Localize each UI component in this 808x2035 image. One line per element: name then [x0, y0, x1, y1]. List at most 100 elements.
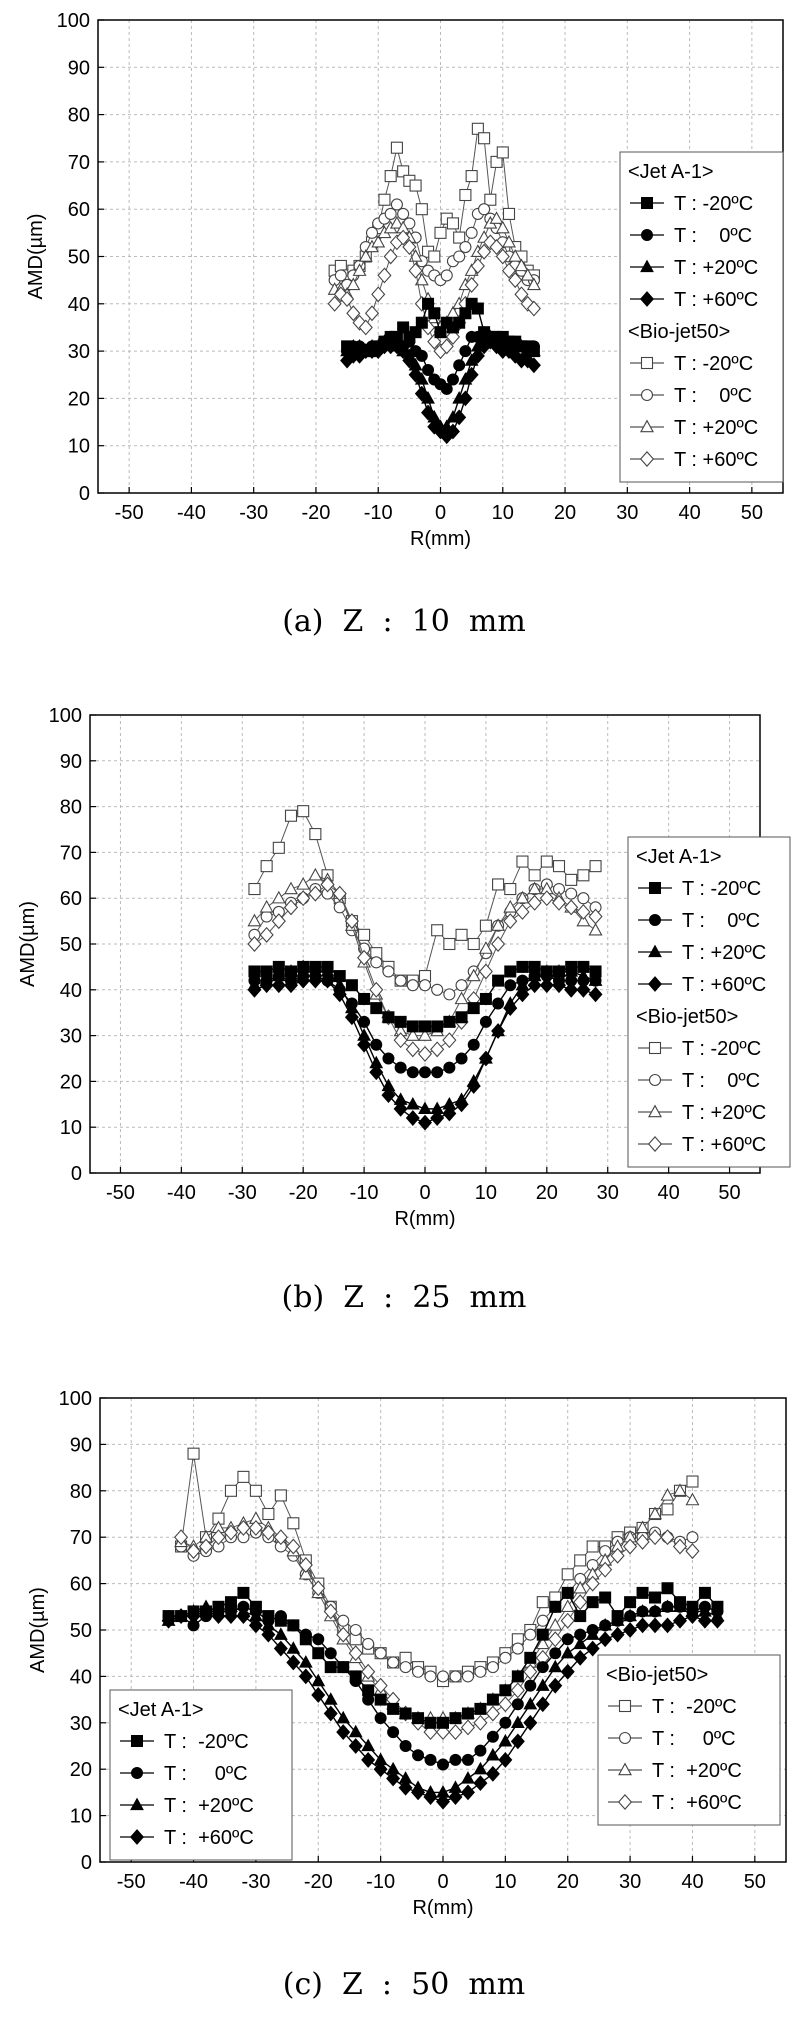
x-tick-label: -30 [239, 502, 268, 524]
legend-label: T : +60ºC [164, 1827, 254, 1849]
legend-marker [618, 1731, 632, 1745]
data-point [560, 1599, 575, 1613]
data-point [371, 234, 386, 248]
y-tick-label: 0 [71, 1163, 82, 1185]
data-point [399, 1740, 412, 1752]
data-point [424, 1716, 437, 1729]
y-tick-label: 90 [68, 57, 90, 79]
data-point [503, 1000, 518, 1017]
data-point [271, 890, 286, 904]
chart-b: -50 -40 -30 -20 -10 0 10 20 30 40 50 0 10 20 30 40 50 60 7… [17, 705, 791, 1230]
data-point [536, 1596, 549, 1609]
data-point [349, 1675, 362, 1688]
data-point [453, 231, 466, 244]
x-tick-label: 0 [435, 502, 446, 524]
series-bio-jet50-square [175, 1447, 699, 1688]
data-point [466, 968, 481, 982]
data-point [384, 170, 397, 183]
data-point [261, 1524, 276, 1541]
data-point [408, 262, 423, 279]
legend: <Jet A-1> T : -20ºC T : 0ºC T : +20ºC T : +6… [109, 1689, 293, 1861]
data-point [419, 1066, 431, 1079]
data-point [260, 910, 273, 923]
data-point [397, 207, 410, 220]
data-point [672, 1538, 688, 1555]
x-tick-label: -50 [115, 502, 144, 524]
data-point [498, 1696, 513, 1713]
data-point [348, 1738, 363, 1754]
data-point [308, 972, 323, 989]
data-point [560, 1663, 575, 1680]
y-tick-label: 20 [70, 1759, 92, 1781]
data-point [564, 899, 579, 916]
data-point [673, 1483, 687, 1497]
data-point [174, 1529, 189, 1546]
data-point [527, 894, 542, 911]
data-point [576, 968, 591, 982]
legend-label: T : -20ºC [682, 878, 761, 900]
data-point [588, 986, 603, 1003]
data-point [499, 1651, 512, 1664]
data-point [334, 269, 347, 282]
x-tick-label: -40 [179, 1871, 208, 1893]
data-point [514, 258, 529, 272]
data-point [418, 1028, 432, 1041]
x-tick-label: 10 [475, 1182, 497, 1204]
legend-marker [640, 388, 654, 402]
data-point [489, 338, 504, 355]
legend-marker [131, 1767, 143, 1779]
data-point [211, 1529, 226, 1546]
x-tick-label: -20 [289, 1182, 318, 1204]
data-point [686, 1475, 699, 1488]
x-tick-label: -10 [350, 1182, 379, 1204]
data-point [483, 234, 498, 251]
data-point [515, 890, 530, 904]
x-tick-label: 30 [597, 1182, 619, 1204]
data-point [374, 1647, 387, 1660]
data-point [373, 1677, 388, 1694]
x-tick-label: 50 [718, 1182, 740, 1204]
data-point [273, 1640, 288, 1657]
legend: <Jet A-1> T : -20ºC T : 0ºC T : +20ºC T : +6… [619, 151, 784, 483]
data-point [369, 1064, 384, 1081]
data-point [465, 226, 478, 239]
data-point [501, 262, 517, 279]
data-point [446, 373, 459, 386]
legend-group-title: <Jet A-1> [636, 846, 722, 868]
data-point [552, 964, 566, 977]
data-point [272, 841, 285, 854]
series-bio-jet50-triangle [247, 867, 603, 1041]
data-point [346, 277, 361, 291]
data-point [636, 1586, 649, 1599]
data-point [477, 243, 492, 260]
data-point [262, 1507, 275, 1521]
x-axis-label: R(mm) [394, 1208, 455, 1230]
data-point [248, 1519, 263, 1536]
data-point [337, 1614, 350, 1627]
data-point [370, 956, 383, 969]
series-jet-a1-diamond [161, 1603, 725, 1810]
y-tick-label: 50 [60, 934, 82, 956]
data-point [535, 1636, 550, 1650]
data-point [237, 1470, 250, 1483]
data-point [588, 973, 603, 986]
data-point [439, 338, 454, 355]
data-point [431, 924, 444, 937]
data-point [539, 890, 554, 907]
data-point [635, 1617, 650, 1634]
data-point [503, 913, 518, 930]
data-point [394, 974, 407, 987]
legend-marker [648, 1104, 662, 1118]
data-point [577, 892, 590, 905]
data-point [449, 1753, 462, 1766]
data-point [199, 1603, 214, 1620]
data-point [449, 1712, 462, 1725]
data-point [540, 855, 553, 868]
data-point [502, 207, 516, 220]
data-point [649, 1591, 662, 1604]
data-point [224, 1484, 238, 1497]
data-point [486, 1730, 499, 1743]
caption-a-text: (a) Z : 10 mm [282, 604, 526, 639]
caption-c-text: (c) Z : 50 mm [282, 1967, 526, 2002]
data-point [498, 1733, 513, 1747]
